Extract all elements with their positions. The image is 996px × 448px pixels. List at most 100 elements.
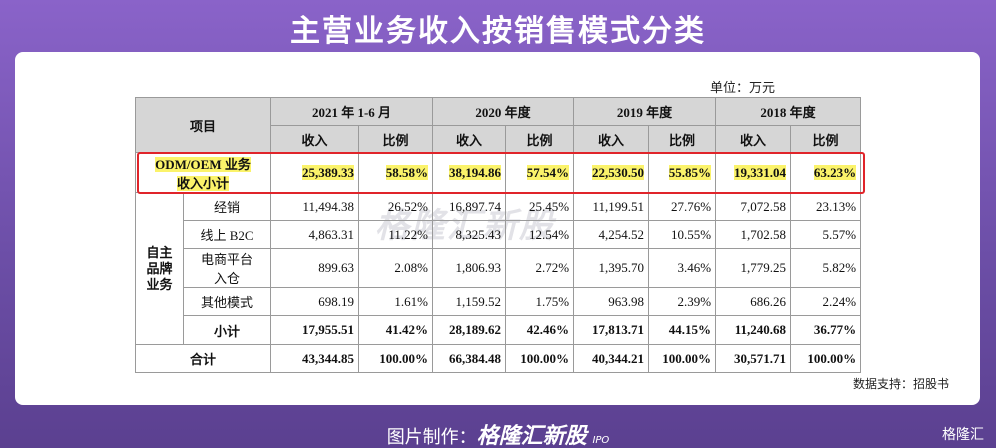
sub-header: 收入 bbox=[270, 125, 360, 153]
table-row: 线上 B2C 4,863.31 11.22% 8,325.43 12.54% 4,254.… bbox=[136, 220, 862, 249]
period-header: 2021 年 1-6 月 bbox=[270, 97, 434, 126]
cell: 16,897.74 bbox=[432, 192, 507, 221]
cell: 963.98 bbox=[573, 287, 650, 316]
cell: 1.61% bbox=[358, 287, 434, 316]
cell: 12.54% bbox=[505, 220, 575, 249]
cell: 4,863.31 bbox=[270, 220, 360, 249]
row-label: 小计 bbox=[182, 315, 272, 345]
cell: 698.19 bbox=[270, 287, 360, 316]
label-line: 入仓 bbox=[214, 271, 241, 286]
cell: 41.42% bbox=[358, 315, 434, 345]
cell: 1,395.70 bbox=[573, 248, 650, 288]
cell: 11,494.38 bbox=[270, 192, 360, 221]
cell: 1,159.52 bbox=[432, 287, 507, 316]
group-label: 自主品牌业务 bbox=[135, 192, 184, 345]
logo: 格隆汇 bbox=[942, 427, 984, 443]
cell: 100.00% bbox=[790, 344, 862, 373]
cell: 4,254.52 bbox=[573, 220, 650, 249]
row-label: ODM/OEM 业务 收入小计 bbox=[134, 152, 272, 193]
cell: 19,331.04 bbox=[715, 152, 792, 193]
table-row: 合计 43,344.85 100.00% 66,384.48 100.00% 40,344… bbox=[134, 344, 862, 373]
table-row: 项目 2021 年 1-6 月 2020 年度 2019 年度 2018 年度 bbox=[134, 97, 862, 153]
cell: 25.45% bbox=[505, 192, 575, 221]
cell: 8,325.43 bbox=[432, 220, 507, 249]
table: 项目 2021 年 1-6 月 2020 年度 2019 年度 2018 年度 收入 比例收… bbox=[134, 97, 862, 373]
row-label: 其他模式 bbox=[182, 287, 272, 316]
sub-header: 收入 bbox=[715, 125, 792, 153]
cell: 899.63 bbox=[270, 248, 360, 288]
label-line: 经销 bbox=[214, 200, 241, 215]
sub-header: 比例 bbox=[505, 125, 575, 153]
sub-header: 收入 bbox=[432, 125, 507, 153]
sub-header: 比例 bbox=[358, 125, 434, 153]
cell: 23.13% bbox=[790, 192, 862, 221]
cell-value: 25,389.33 bbox=[302, 164, 355, 180]
cell: 28,189.62 bbox=[432, 315, 507, 345]
cell: 1,779.25 bbox=[715, 248, 792, 288]
cell: 43,344.85 bbox=[270, 344, 360, 373]
table-row: 小计 17,955.51 41.42% 28,189.62 42.46% 17,813.7… bbox=[136, 315, 862, 345]
cell: 1.75% bbox=[505, 287, 575, 316]
cell: 11,240.68 bbox=[715, 315, 792, 345]
highlight-box bbox=[137, 152, 865, 194]
cell: 27.76% bbox=[648, 192, 717, 221]
cell: 7,072.58 bbox=[715, 192, 792, 221]
period-header: 2019 年度 bbox=[573, 97, 717, 126]
item-header: 项目 bbox=[134, 97, 272, 153]
cell: 57.54% bbox=[505, 152, 575, 193]
unit: 单位：万元 bbox=[710, 81, 776, 96]
cell: 36.77% bbox=[790, 315, 862, 345]
cell: 22,530.50 bbox=[573, 152, 650, 193]
label-line: 小计 bbox=[214, 323, 241, 339]
cell: 2.08% bbox=[358, 248, 434, 288]
cell: 100.00% bbox=[505, 344, 575, 373]
cell: 1,702.58 bbox=[715, 220, 792, 249]
row-label: 经销 bbox=[182, 192, 272, 221]
cell: 2.24% bbox=[790, 287, 862, 316]
table-row: 自主品牌业务 经销 11,494.38 26.52% 16,897.74 25.45% 11… bbox=[135, 192, 862, 345]
cell: 5.82% bbox=[790, 248, 862, 288]
table-row: ODM/OEM 业务 收入小计 25,389.33 58.58% 38,194.86 57… bbox=[134, 152, 862, 193]
cell: 11.22% bbox=[358, 220, 434, 249]
label-line: 其他模式 bbox=[201, 295, 254, 310]
cell: 3.46% bbox=[648, 248, 717, 288]
period-header: 2020 年度 bbox=[432, 97, 575, 126]
cell-value: 63.23% bbox=[813, 164, 857, 180]
cell: 58.58% bbox=[358, 152, 434, 193]
label-line: 收入小计 bbox=[177, 175, 230, 191]
footer-prefix: 图片制作： bbox=[386, 427, 477, 448]
cell: 30,571.71 bbox=[715, 344, 792, 373]
footer: 图片制作：格隆汇新股 IPO bbox=[0, 418, 996, 448]
cell: 11,199.51 bbox=[573, 192, 650, 221]
footer-tag: IPO bbox=[592, 435, 610, 446]
cell: 66,384.48 bbox=[432, 344, 507, 373]
group-text: 自主品牌业务 bbox=[146, 244, 173, 292]
cell: 40,344.21 bbox=[573, 344, 650, 373]
cell: 26.52% bbox=[358, 192, 434, 221]
cell: 686.26 bbox=[715, 287, 792, 316]
row-label: 合计 bbox=[134, 344, 272, 373]
sub-header: 比例 bbox=[790, 125, 862, 153]
cell: 55.85% bbox=[648, 152, 717, 193]
row-label: 线上 B2C bbox=[182, 220, 272, 249]
label-line: 线上 B2C bbox=[200, 228, 254, 243]
cell: 25,389.33 bbox=[270, 152, 360, 193]
label-line: 电商平台 bbox=[201, 252, 254, 267]
label-line: ODM/OEM 业务 bbox=[155, 156, 251, 172]
table-row: 其他模式 698.19 1.61% 1,159.52 1.75% 963.98 2.39% 6… bbox=[136, 287, 862, 316]
cell: 5.57% bbox=[790, 220, 862, 249]
footer-brand: 格隆汇新股 bbox=[476, 424, 587, 448]
cell-value: 57.54% bbox=[526, 164, 570, 180]
cell: 100.00% bbox=[648, 344, 717, 373]
sub-header: 比例 bbox=[648, 125, 717, 153]
cell: 44.15% bbox=[648, 315, 717, 345]
table-row: 收入 比例 收入 比例 收入 比例 收入 比例 bbox=[136, 125, 862, 153]
title: 主营业务收入按销售模式分类 bbox=[290, 14, 706, 49]
cell: 17,955.51 bbox=[270, 315, 360, 345]
cell: 10.55% bbox=[648, 220, 717, 249]
cell: 1,806.93 bbox=[432, 248, 507, 288]
cell: 2.72% bbox=[505, 248, 575, 288]
cell-value: 22,530.50 bbox=[592, 164, 645, 180]
cell-value: 58.58% bbox=[385, 164, 429, 180]
cell-value: 38,194.86 bbox=[449, 164, 502, 180]
